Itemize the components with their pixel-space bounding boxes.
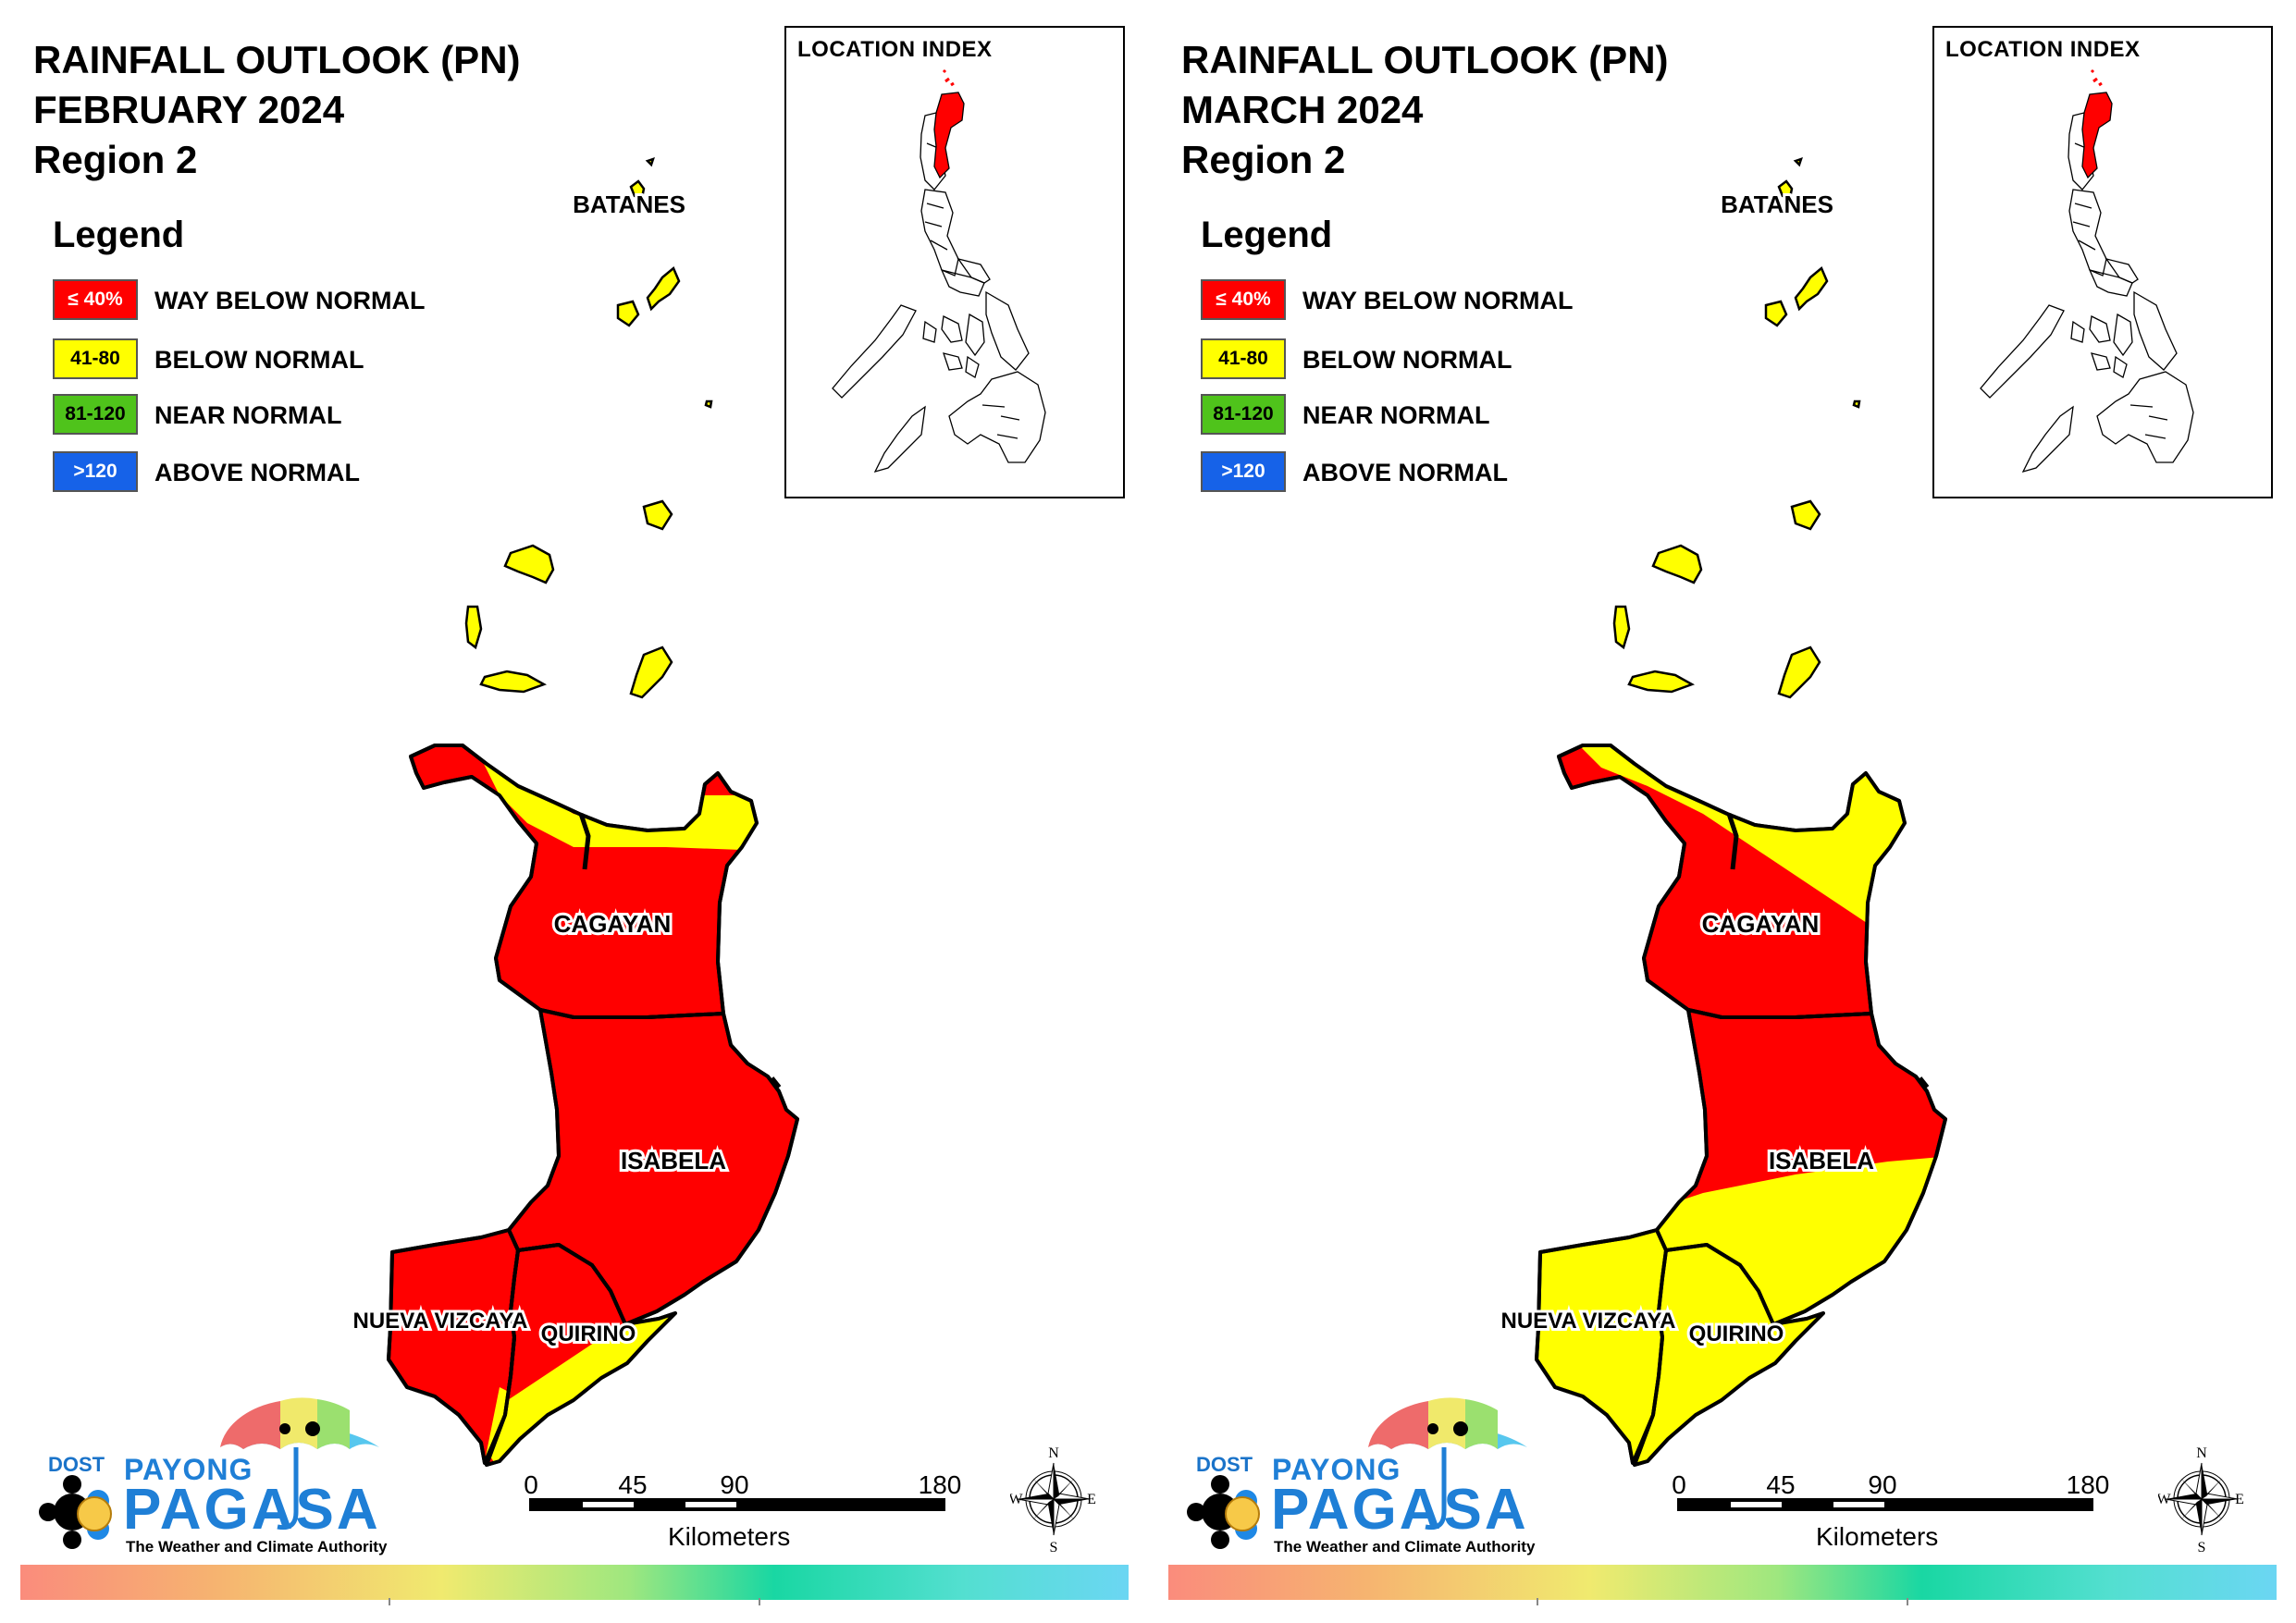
inset-title: LOCATION INDEX (797, 37, 993, 62)
outlook-panel-february: RAINFALL OUTLOOK (PN) FEBRUARY 2024 Regi… (20, 26, 1129, 1605)
legend-swatch: 41-80 (53, 338, 138, 379)
inset-title: LOCATION INDEX (1945, 37, 2141, 62)
brand-payong: PAYONG (1272, 1453, 1401, 1486)
compass-rose-icon: N S E W (2156, 1445, 2244, 1555)
legend-swatch: ≤ 40% (1201, 279, 1286, 320)
legend-swatch: 41-80 (1201, 338, 1286, 379)
scale-tick-90: 90 (1868, 1470, 1897, 1499)
legend-label: BELOW NORMAL (1302, 346, 1512, 374)
batanes-islands (1612, 157, 1861, 699)
legend-swatch: >120 (53, 451, 138, 492)
title-line-2: MARCH 2024 (1181, 88, 1424, 131)
region2-map: BATANES CAGAYAN ISABELA NUEVA VIZCAYA QU… (352, 157, 799, 1467)
scale-tick-90: 90 (720, 1470, 749, 1499)
legend-swatch: ≤ 40% (53, 279, 138, 320)
legend-label: NEAR NORMAL (154, 401, 342, 429)
brand-dost: DOST (1196, 1453, 1253, 1476)
title-line-3: Region 2 (1181, 138, 1346, 181)
legend-swatch: 81-120 (1201, 394, 1286, 435)
brand-tagline: The Weather and Climate Authority (1274, 1538, 1536, 1555)
legend-label: WAY BELOW NORMAL (154, 287, 426, 314)
label-quirino: QUIRINO (541, 1322, 636, 1346)
umbrella-logo-icon (39, 1397, 379, 1549)
legend-label: BELOW NORMAL (154, 346, 364, 374)
inset-region2-highlight (2081, 92, 2113, 179)
brand-pagasa: PAGASA (123, 1478, 381, 1542)
label-nueva-vizcaya: NUEVA VIZCAYA (1501, 1309, 1676, 1334)
legend-label: ABOVE NORMAL (1302, 459, 1508, 486)
title-line-2: FEBRUARY 2024 (33, 88, 345, 131)
legend-label: WAY BELOW NORMAL (1302, 287, 1574, 314)
philippines-outline-map (1980, 68, 2194, 473)
batanes-islands (464, 157, 713, 699)
label-nueva-vizcaya: NUEVA VIZCAYA (353, 1309, 528, 1334)
north-arrow-compass: N S E W (1008, 1443, 1097, 1555)
legend-label: NEAR NORMAL (1302, 401, 1490, 429)
region2-map: BATANES CAGAYAN ISABELA NUEVA VIZCAYA QU… (1499, 157, 1947, 1467)
footer-gradient-bar (20, 1565, 1129, 1600)
svg-text:E: E (1087, 1492, 1096, 1507)
payong-pagasa-logo: DOST PAYONG PAGASA The Weather and Clima… (1183, 1392, 1535, 1558)
legend-title: Legend (53, 215, 185, 255)
scale-units: Kilometers (668, 1522, 791, 1551)
title-line-3: Region 2 (33, 138, 198, 181)
scale-tick-0: 0 (524, 1470, 538, 1499)
umbrella-logo-icon (1187, 1397, 1527, 1549)
label-cagayan: CAGAYAN (554, 910, 672, 938)
legend-label: ABOVE NORMAL (154, 459, 360, 486)
compass-rose-icon: N S E W (1008, 1445, 1096, 1555)
svg-text:S: S (1050, 1540, 1058, 1554)
brand-payong: PAYONG (124, 1453, 253, 1486)
legend-swatch: 81-120 (53, 394, 138, 435)
scale-tick-45: 45 (1766, 1470, 1796, 1499)
label-cagayan: CAGAYAN (1702, 910, 1820, 938)
philippines-outline-map (832, 68, 1046, 473)
footer-gradient-bar (1168, 1565, 2277, 1600)
payong-pagasa-logo: DOST PAYONG PAGASA The Weather and Clima… (35, 1392, 387, 1558)
brand-tagline: The Weather and Climate Authority (126, 1538, 388, 1555)
scale-bar: 0 45 90 180 Kilometers (1672, 1470, 2109, 1554)
location-index-inset: LOCATION INDEX (1932, 26, 2273, 498)
inset-region2-highlight (933, 92, 965, 179)
svg-text:E: E (2235, 1492, 2244, 1507)
svg-text:W: W (1010, 1492, 1023, 1507)
brand-dost: DOST (48, 1453, 105, 1476)
location-index-inset: LOCATION INDEX (784, 26, 1125, 498)
scale-tick-45: 45 (618, 1470, 648, 1499)
label-isabela: ISABELA (621, 1147, 726, 1174)
outlook-panel-march: RAINFALL OUTLOOK (PN) MARCH 2024 Region … (1148, 0, 2296, 1623)
title-line-1: RAINFALL OUTLOOK (PN) (33, 38, 521, 81)
svg-text:S: S (2198, 1540, 2206, 1554)
scale-bar: 0 45 90 180 Kilometers (524, 1470, 961, 1554)
label-quirino: QUIRINO (1689, 1322, 1784, 1346)
scale-tick-180: 180 (918, 1470, 962, 1499)
scale-bar-graphic (529, 1498, 945, 1511)
svg-text:W: W (2158, 1492, 2171, 1507)
north-arrow-compass: N S E W (2156, 1443, 2245, 1555)
label-batanes: BATANES (573, 191, 685, 218)
legend-title: Legend (1201, 215, 1333, 255)
scale-bar-graphic (1677, 1498, 2093, 1511)
svg-text:N: N (2196, 1445, 2207, 1461)
scale-units: Kilometers (1816, 1522, 1939, 1551)
legend-swatch: >120 (1201, 451, 1286, 492)
label-batanes: BATANES (1721, 191, 1833, 218)
svg-text:N: N (1048, 1445, 1059, 1461)
scale-tick-0: 0 (1672, 1470, 1686, 1499)
map-title: RAINFALL OUTLOOK (PN) FEBRUARY 2024 Regi… (33, 35, 521, 185)
scale-tick-180: 180 (2066, 1470, 2110, 1499)
label-isabela: ISABELA (1769, 1147, 1874, 1174)
title-line-1: RAINFALL OUTLOOK (PN) (1181, 38, 1669, 81)
map-title: RAINFALL OUTLOOK (PN) MARCH 2024 Region … (1181, 35, 1669, 185)
brand-pagasa: PAGASA (1271, 1478, 1529, 1542)
